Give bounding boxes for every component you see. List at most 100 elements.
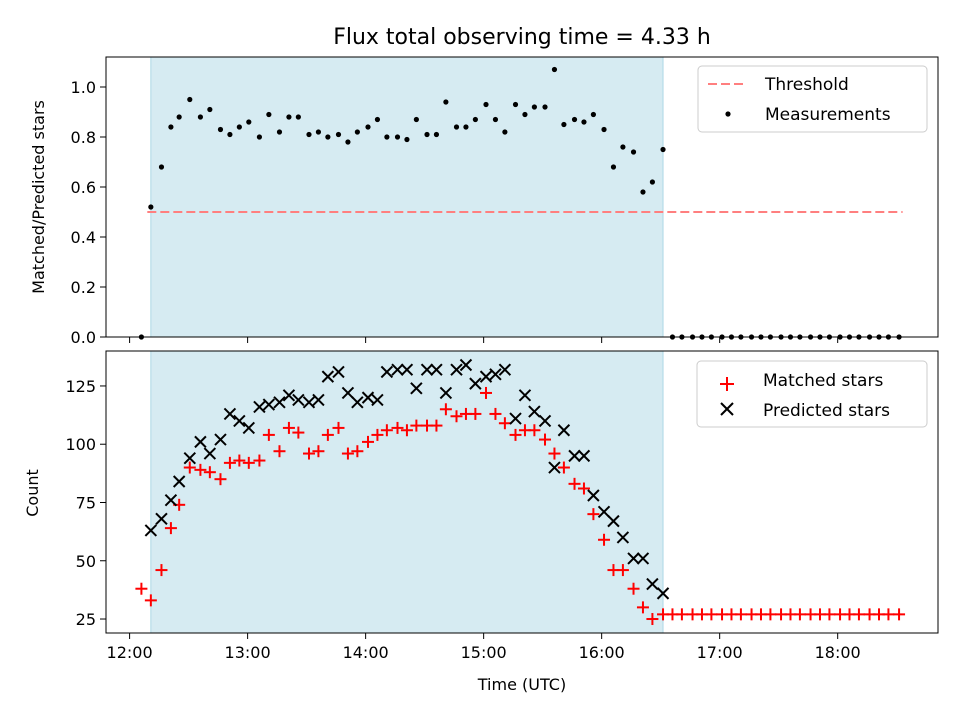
measurement-point bbox=[472, 116, 478, 123]
measurement-point bbox=[424, 131, 430, 138]
predicted-star-marker bbox=[656, 587, 670, 600]
predicted-star-marker bbox=[568, 449, 581, 463]
predicted-star-marker bbox=[203, 447, 217, 460]
x-tick-label: 16:00 bbox=[579, 643, 625, 662]
predicted-star-marker bbox=[233, 414, 246, 428]
predicted-star-marker bbox=[214, 433, 227, 446]
matched-star-marker bbox=[155, 564, 168, 577]
matched-star-marker bbox=[489, 407, 502, 420]
measurement-point bbox=[630, 149, 637, 155]
plot-frame bbox=[105, 56, 939, 338]
predicted-star-marker bbox=[439, 386, 453, 400]
y-axis-label: Matched/Predicted stars bbox=[29, 100, 48, 294]
predicted-star-marker bbox=[509, 412, 522, 425]
matched-star-marker bbox=[577, 482, 590, 495]
measurement-point bbox=[365, 124, 371, 130]
measurement-point bbox=[266, 111, 272, 118]
predicted-star-marker bbox=[597, 505, 611, 519]
matched-star-marker bbox=[893, 608, 906, 621]
x-axis-label: Time (UTC) bbox=[477, 675, 566, 694]
predicted-star-marker bbox=[557, 424, 571, 437]
y-tick-label: 0.2 bbox=[71, 278, 96, 297]
measurement-point bbox=[217, 126, 224, 133]
matched-star-marker bbox=[557, 461, 570, 474]
star-count-panel: 25 50 75 100 125 12:00 13:00 14:00 15:00 16:00 17… bbox=[23, 350, 939, 694]
predicted-star-marker bbox=[332, 365, 345, 379]
matched-star-marker bbox=[282, 421, 295, 434]
y-tick-label: 25 bbox=[76, 610, 96, 629]
measurement-point bbox=[197, 114, 204, 120]
legend-box bbox=[697, 65, 928, 133]
x-tick-label: 17:00 bbox=[697, 643, 743, 662]
chart-title: Flux total observing time = 4.33 h bbox=[333, 25, 711, 50]
matched-star-marker bbox=[371, 428, 384, 441]
measurement-point bbox=[649, 179, 656, 185]
matched-stars-points bbox=[135, 386, 906, 626]
matched-star-marker bbox=[400, 424, 413, 437]
predicted-star-marker bbox=[155, 512, 168, 526]
measurement-point bbox=[492, 116, 499, 123]
measurement-point bbox=[522, 111, 528, 118]
matched-star-marker bbox=[410, 419, 423, 432]
y-tick-label: 75 bbox=[76, 493, 96, 512]
matched-star-marker bbox=[598, 533, 611, 546]
matched-star-marker bbox=[214, 473, 227, 486]
predicted-star-marker bbox=[262, 398, 276, 411]
measurement-point bbox=[176, 114, 182, 120]
measurement-point bbox=[168, 124, 174, 130]
predicted-star-marker bbox=[489, 368, 502, 381]
matched-star-marker bbox=[332, 421, 345, 434]
measurement-point bbox=[483, 101, 489, 108]
matched-star-marker bbox=[548, 447, 561, 460]
measurement-point bbox=[325, 134, 331, 140]
measurement-point bbox=[413, 116, 419, 123]
observing-window-shade bbox=[150, 56, 664, 338]
measurement-point bbox=[404, 136, 410, 143]
legend-predicted-swatch bbox=[720, 402, 734, 416]
y-axis-label: Count bbox=[23, 469, 42, 517]
matched-star-marker bbox=[302, 447, 315, 460]
measurement-point bbox=[256, 134, 263, 140]
legend: Threshold Measurements bbox=[697, 65, 928, 133]
matched-star-marker bbox=[341, 447, 354, 460]
matched-star-marker bbox=[262, 428, 275, 441]
y-axis-ticks: 25 50 75 100 125 bbox=[65, 377, 106, 629]
predicted-star-marker bbox=[273, 396, 286, 409]
predicted-star-marker bbox=[430, 363, 443, 376]
predicted-star-marker bbox=[242, 421, 256, 435]
measurement-point bbox=[551, 66, 558, 73]
matched-star-marker bbox=[253, 454, 266, 467]
measurement-point bbox=[542, 104, 548, 110]
flux-ratio-panel: Flux total observing time = 4.33 h 0.00.… bbox=[29, 25, 939, 347]
measurement-point bbox=[601, 126, 607, 133]
predicted-star-marker bbox=[450, 363, 463, 376]
matched-star-marker bbox=[242, 456, 255, 469]
legend-threshold-label: Threshold bbox=[764, 75, 849, 95]
predicted-star-marker bbox=[391, 363, 404, 376]
predicted-star-marker bbox=[616, 531, 630, 544]
measurement-point bbox=[227, 131, 233, 138]
matched-star-marker bbox=[361, 435, 374, 448]
measurement-point bbox=[374, 116, 381, 123]
measurement-point bbox=[581, 119, 587, 125]
predicted-star-marker bbox=[371, 393, 384, 407]
predicted-star-marker bbox=[292, 393, 305, 407]
predicted-star-marker bbox=[341, 386, 355, 400]
matched-star-marker bbox=[450, 410, 463, 423]
predicted-star-marker bbox=[607, 514, 620, 528]
y-tick-label: 125 bbox=[65, 377, 96, 396]
matched-star-marker bbox=[646, 613, 659, 626]
measurement-point bbox=[433, 131, 440, 138]
matched-star-marker bbox=[391, 421, 404, 434]
matched-star-marker bbox=[321, 428, 334, 441]
y-tick-label: 0.6 bbox=[71, 178, 96, 197]
predicted-star-marker bbox=[312, 393, 325, 407]
matched-star-marker bbox=[203, 466, 216, 479]
predicted-star-marker bbox=[479, 370, 493, 383]
measurement-point bbox=[354, 129, 360, 135]
matched-star-marker bbox=[764, 608, 777, 621]
measurement-point bbox=[276, 129, 283, 135]
matched-star-marker bbox=[430, 419, 443, 432]
measurement-point bbox=[345, 139, 351, 145]
matched-star-marker bbox=[498, 417, 511, 430]
